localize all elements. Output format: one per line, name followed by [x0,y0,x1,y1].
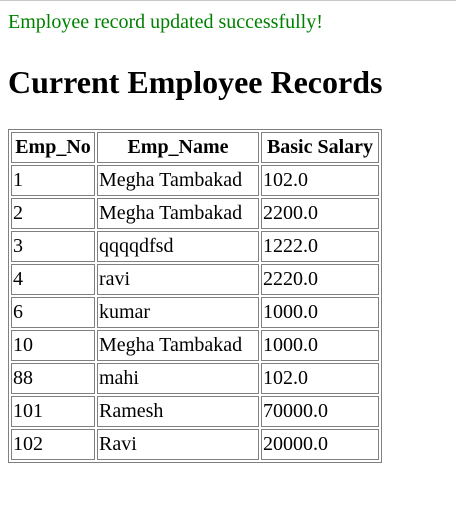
cell-emp-name: mahi [97,363,259,394]
table-row: 102 Ravi 20000.0 [11,429,379,460]
column-header-basic-salary: Basic Salary [261,132,379,163]
cell-emp-name: Megha Tambakad [97,198,259,229]
table-row: 3 qqqqdfsd 1222.0 [11,231,379,262]
column-header-emp-no: Emp_No [11,132,95,163]
cell-basic-salary: 2220.0 [261,264,379,295]
cell-emp-no: 101 [11,396,95,427]
cell-emp-no: 102 [11,429,95,460]
cell-emp-name: qqqqdfsd [97,231,259,262]
cell-emp-name: ravi [97,264,259,295]
page-title: Current Employee Records [8,64,383,100]
cell-emp-no: 4 [11,264,95,295]
cell-emp-no: 3 [11,231,95,262]
cell-basic-salary: 2200.0 [261,198,379,229]
cell-basic-salary: 1000.0 [261,330,379,361]
employee-records-table: Emp_No Emp_Name Basic Salary 1 Megha Tam… [8,129,382,463]
cell-emp-no: 88 [11,363,95,394]
cell-emp-no: 1 [11,165,95,196]
cell-emp-name: kumar [97,297,259,328]
success-message: Employee record updated successfully! [8,11,323,33]
table-row: 1 Megha Tambakad 102.0 [11,165,379,196]
cell-emp-name: Ravi [97,429,259,460]
cell-emp-no: 6 [11,297,95,328]
cell-emp-name: Ramesh [97,396,259,427]
cell-emp-no: 2 [11,198,95,229]
cell-basic-salary: 20000.0 [261,429,379,460]
table-header: Emp_No Emp_Name Basic Salary [11,132,379,163]
cell-emp-name: Megha Tambakad [97,165,259,196]
table-row: 10 Megha Tambakad 1000.0 [11,330,379,361]
cell-basic-salary: 1000.0 [261,297,379,328]
column-header-emp-name: Emp_Name [97,132,259,163]
cell-emp-name: Megha Tambakad [97,330,259,361]
cell-basic-salary: 70000.0 [261,396,379,427]
table-row: 6 kumar 1000.0 [11,297,379,328]
cell-emp-no: 10 [11,330,95,361]
header-row: Emp_No Emp_Name Basic Salary [11,132,379,163]
table-row: 4 ravi 2220.0 [11,264,379,295]
table-row: 101 Ramesh 70000.0 [11,396,379,427]
cell-basic-salary: 1222.0 [261,231,379,262]
window-top-border [0,0,456,1]
table-row: 88 mahi 102.0 [11,363,379,394]
table-row: 2 Megha Tambakad 2200.0 [11,198,379,229]
cell-basic-salary: 102.0 [261,363,379,394]
table-body: 1 Megha Tambakad 102.0 2 Megha Tambakad … [11,165,379,460]
cell-basic-salary: 102.0 [261,165,379,196]
